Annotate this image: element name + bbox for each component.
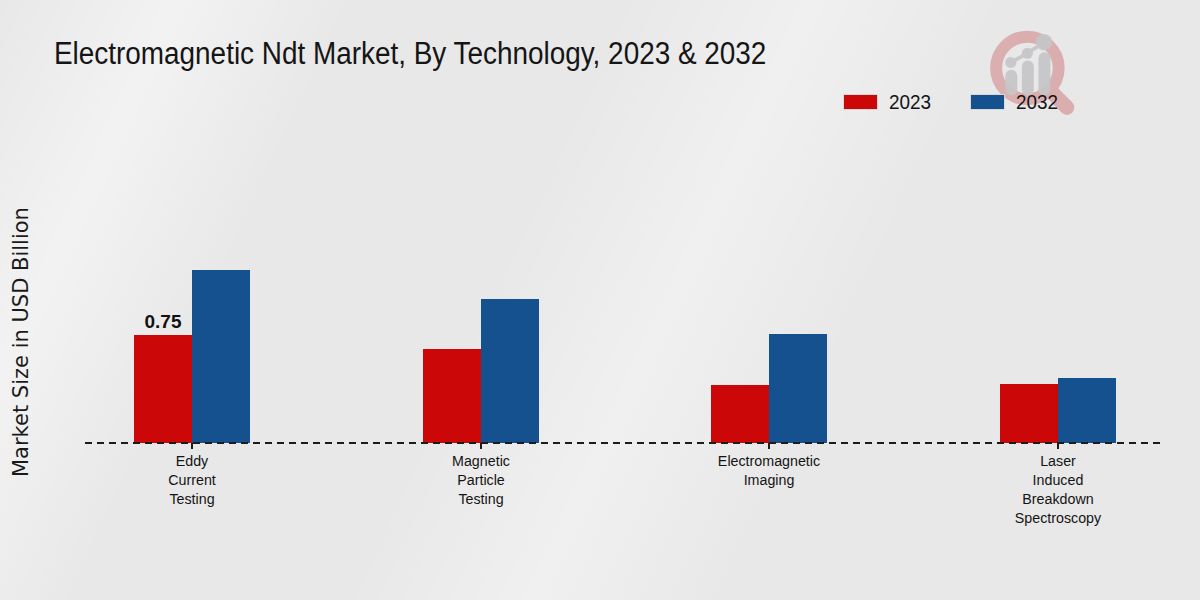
category-label-eddy-current-testing: EddyCurrentTesting xyxy=(72,451,312,508)
legend-swatch-2023 xyxy=(843,94,878,110)
category-label-magnetic-particle-testing: MagneticParticleTesting xyxy=(361,451,601,508)
bar-2023-electromagnetic-imaging xyxy=(711,385,769,443)
legend-item-2032: 2032 xyxy=(970,90,1063,114)
chart-canvas: Electromagnetic Ndt Market, By Technolog… xyxy=(0,0,1200,600)
x-axis-baseline xyxy=(85,442,1163,444)
category-label-electromagnetic-imaging: ElectromagneticImaging xyxy=(649,451,889,489)
bar-2032-laser-induced-breakdown-spectroscopy xyxy=(1058,378,1116,443)
bar-2023-laser-induced-breakdown-spectroscopy xyxy=(1000,384,1058,443)
value-label-2023-eddy-current-testing: 0.75 xyxy=(118,311,208,333)
bar-2023-eddy-current-testing xyxy=(134,335,192,443)
legend-item-2023: 2023 xyxy=(843,90,936,114)
bar-2032-electromagnetic-imaging xyxy=(769,334,827,443)
y-axis-label: Market Size in USD Billion xyxy=(6,168,36,516)
footer-brand-bar xyxy=(0,590,1200,600)
bar-2032-eddy-current-testing xyxy=(192,270,250,443)
bar-2032-magnetic-particle-testing xyxy=(481,299,539,443)
legend-label-2032: 2032 xyxy=(1016,90,1058,114)
chart-title: Electromagnetic Ndt Market, By Technolog… xyxy=(54,36,766,72)
legend-label-2023: 2023 xyxy=(889,90,931,114)
bar-2023-magnetic-particle-testing xyxy=(423,349,481,443)
legend: 2023 2032 xyxy=(843,90,1096,114)
category-label-laser-induced-breakdown-spectroscopy: LaserInducedBreakdownSpectroscopy xyxy=(938,451,1178,527)
legend-swatch-2032 xyxy=(970,94,1005,110)
